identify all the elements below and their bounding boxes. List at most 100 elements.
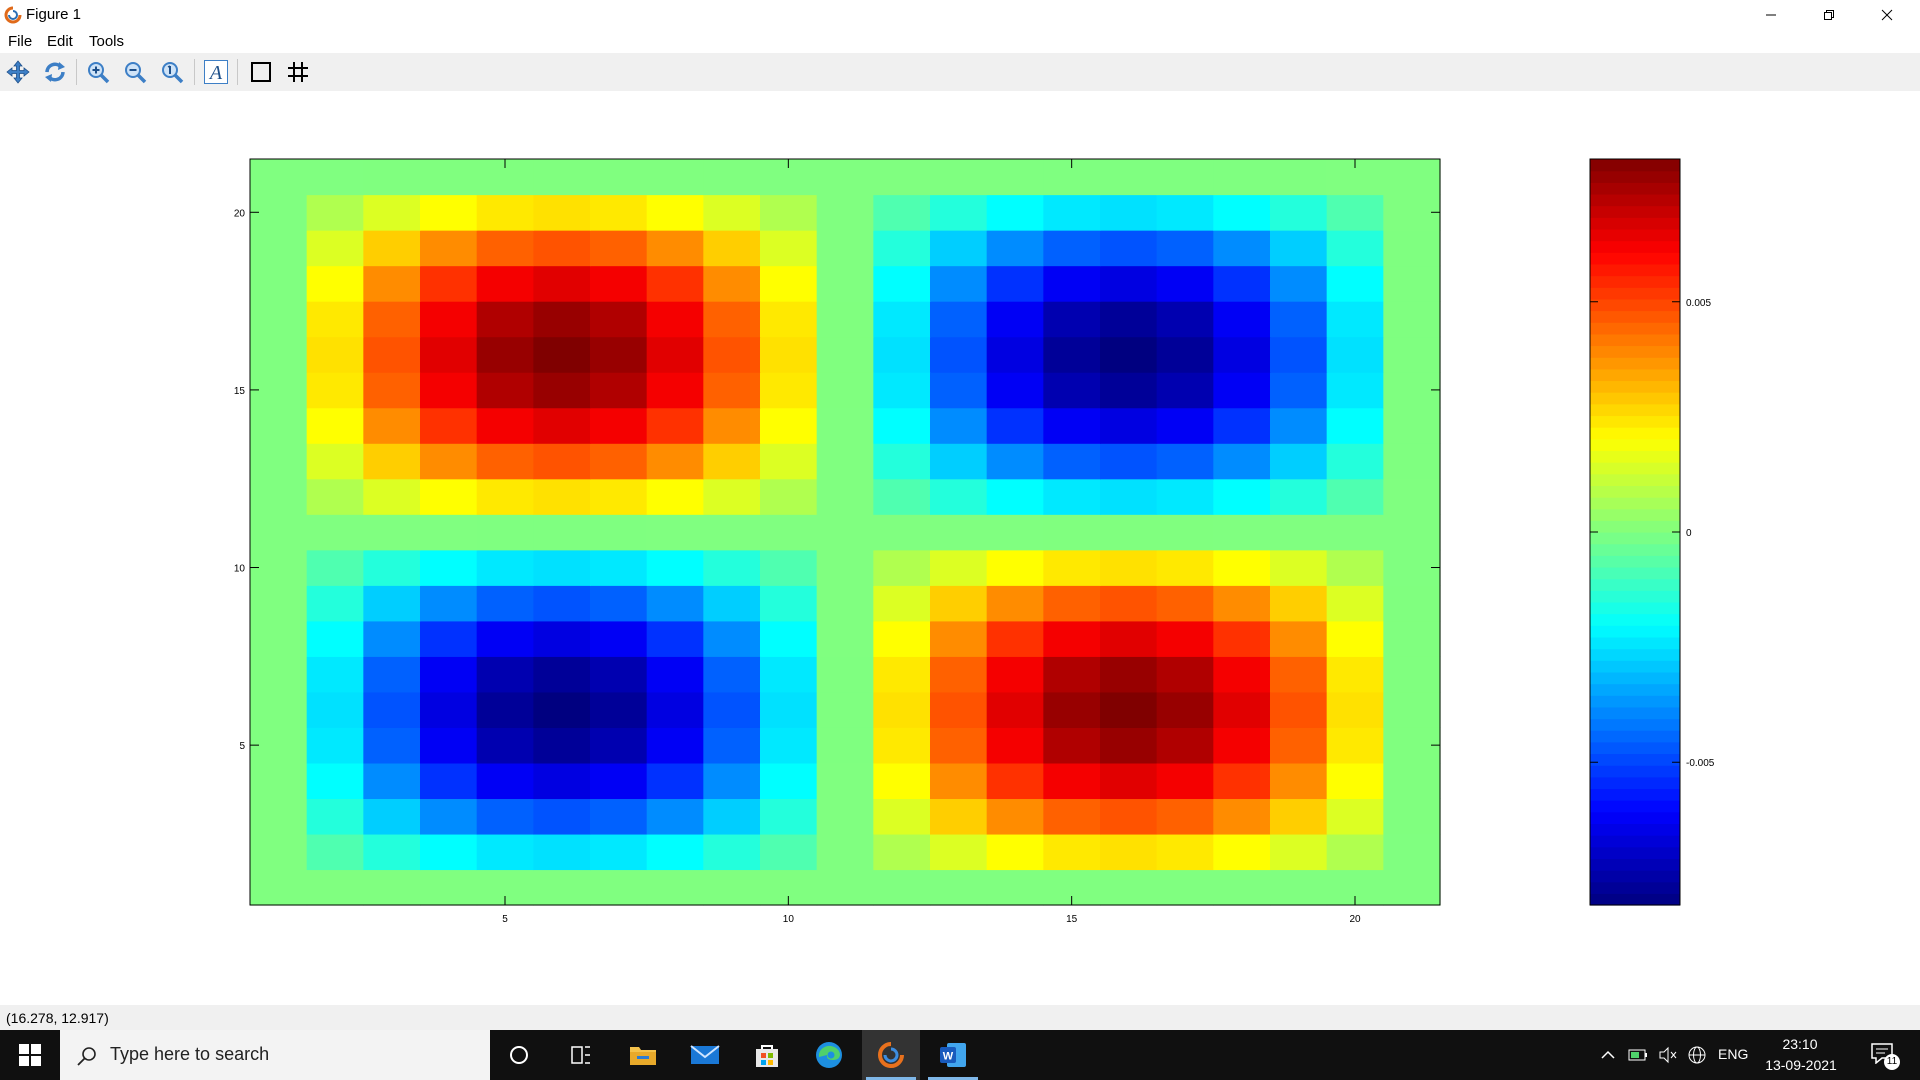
colorbar-step (1590, 310, 1680, 323)
text-glyph: A (208, 62, 223, 84)
heatmap-cell (930, 301, 988, 338)
heatmap-cell (1270, 798, 1328, 835)
heatmap-cell (986, 585, 1044, 622)
heatmap-cell (1043, 230, 1101, 267)
heatmap-cell (1043, 372, 1101, 409)
heatmap-cell (476, 585, 534, 622)
restore-button[interactable] (1800, 0, 1858, 29)
heatmap-cell (1100, 159, 1158, 196)
heatmap-cell (816, 691, 874, 728)
heatmap-cell (363, 265, 421, 302)
network-globe-icon[interactable] (1687, 1045, 1707, 1065)
heatmap-cell (250, 691, 308, 728)
heatmap-cell (1043, 691, 1101, 728)
colorbar-step (1590, 298, 1680, 312)
colorbar-step (1590, 741, 1680, 755)
menu-edit[interactable]: Edit (47, 33, 73, 50)
heatmap-cell (590, 585, 648, 622)
heatmap-cell (590, 727, 648, 764)
pan-button[interactable] (3, 57, 33, 87)
heatmap-cell (306, 336, 364, 373)
heatmap-cell (1100, 833, 1158, 871)
cortana-button[interactable] (490, 1030, 548, 1080)
heatmap-cell (1043, 336, 1101, 373)
heatmap-cell (1100, 727, 1158, 764)
text-insert-button[interactable]: A (201, 57, 231, 87)
heatmap-cell (986, 514, 1044, 551)
file-explorer-button[interactable] (614, 1030, 672, 1080)
heatmap-cell (1326, 762, 1384, 800)
heatmap-cell (930, 265, 988, 302)
x-tick-label: 20 (1349, 914, 1361, 925)
minimize-button[interactable] (1742, 0, 1800, 29)
octave-taskbar-button[interactable] (862, 1030, 920, 1080)
colorbar-step (1590, 450, 1680, 463)
start-button[interactable] (0, 1030, 60, 1080)
heatmap-cell (306, 798, 364, 835)
heatmap-cell (363, 301, 421, 338)
heatmap-cell (250, 585, 308, 622)
heatmap-cell (930, 869, 988, 906)
zoom-in-button[interactable] (83, 57, 113, 87)
heatmap-cell (930, 407, 988, 444)
zoom-reset-button[interactable] (157, 57, 187, 87)
heatmap-cell (1043, 585, 1101, 622)
heatmap-cell (646, 762, 704, 800)
heatmap-cell (420, 691, 478, 728)
store-button[interactable] (738, 1030, 796, 1080)
figure-canvas[interactable]: 5 10 15 20 5 10 15 20 -0.005 0 0.005 (0, 91, 1920, 1005)
y-tick-label: 5 (239, 741, 245, 752)
heatmap-cell (1383, 159, 1441, 196)
heatmap-cell (703, 549, 761, 586)
box-toggle-button[interactable] (246, 57, 276, 87)
heatmap-cell (760, 798, 818, 835)
heatmap-cell (533, 159, 591, 196)
heatmap-cell (1326, 407, 1384, 444)
heatmap-cell (420, 585, 478, 622)
heatmap-cell (1156, 585, 1214, 622)
menu-tools[interactable]: Tools (89, 33, 125, 50)
language-indicator[interactable]: ENG (1718, 1046, 1749, 1062)
heatmap-cell (1100, 656, 1158, 693)
heatmap-cell (1043, 194, 1101, 231)
edge-button[interactable] (800, 1030, 858, 1080)
heatmap-cell (1213, 549, 1271, 586)
heatmap-cell (1326, 443, 1384, 480)
notification-center-button[interactable]: 11 (1870, 1042, 1900, 1070)
heatmap-cell (306, 372, 364, 409)
close-button[interactable] (1858, 0, 1916, 29)
chevron-up-icon[interactable] (1600, 1047, 1616, 1063)
taskbar: Type here to search (0, 1030, 1920, 1080)
speaker-muted-icon[interactable] (1658, 1046, 1678, 1064)
heatmap-cell (816, 159, 874, 196)
mail-button[interactable] (676, 1030, 734, 1080)
cursor-coordinates: (16.278, 12.917) (6, 1010, 109, 1026)
clock-time: 23:10 (1782, 1036, 1818, 1052)
zoom-out-button[interactable] (120, 57, 150, 87)
rotate-button[interactable] (40, 57, 70, 87)
colorbar-step (1590, 473, 1680, 486)
heatmap-cell (420, 478, 478, 515)
word-button[interactable]: W (924, 1030, 982, 1080)
heatmap-cell (703, 407, 761, 444)
y-tick-label: 15 (234, 386, 246, 397)
heatmap-cell (816, 656, 874, 693)
search-box[interactable]: Type here to search (60, 1030, 490, 1080)
task-view-button[interactable] (552, 1030, 610, 1080)
colorbar-step (1590, 287, 1680, 300)
heatmap-cell (1213, 620, 1271, 657)
heatmap-cell (930, 691, 988, 728)
heatmap-cell (420, 620, 478, 657)
heatmap-cell (363, 443, 421, 480)
heatmap-cell (646, 691, 704, 728)
cortana-icon (510, 1046, 528, 1064)
grid-toggle-button[interactable] (283, 57, 313, 87)
colorbar-step (1590, 520, 1680, 533)
heatmap-cell (646, 336, 704, 373)
heatmap-cell (646, 620, 704, 657)
menu-file[interactable]: File (8, 33, 33, 50)
battery-icon[interactable] (1628, 1047, 1648, 1063)
heatmap-cell (250, 372, 308, 409)
heatmap-cell (930, 443, 988, 480)
y-tick-label: 10 (234, 564, 246, 575)
